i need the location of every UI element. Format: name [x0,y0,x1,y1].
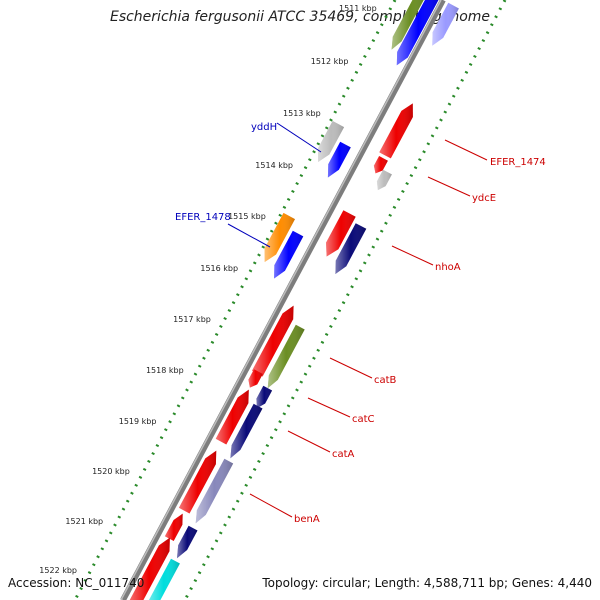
tick-label: 1521 kbp [65,517,103,526]
gene-arrow-shade [318,120,345,162]
gene-arrow-shade [335,223,367,274]
tick-label: 1511 kbp [339,4,377,13]
gene-label[interactable]: EFER_1474 [490,157,546,168]
gene-arrow-shade [391,0,424,50]
accession-text: Accession: NC_011740 [8,576,145,590]
gene-arrow-shade [264,212,295,262]
gene-arrow-shade [195,458,234,524]
tick-label: 1520 kbp [92,467,130,476]
gene-arrow-shade [252,305,294,377]
gene-arrow-shade [432,2,459,46]
tick-label: 1517 kbp [173,315,211,324]
genome-backbone-highlight [120,0,442,600]
topology-text: Topology: circular; Length: 4,588,711 bp… [262,576,592,590]
tick-label: 1519 kbp [119,417,157,426]
gene-label-leader [249,493,293,518]
gene-arrow-shade [376,169,392,191]
gene-arrow-shade [396,0,439,66]
gene-label[interactable]: catB [374,375,397,386]
gene-arrow-shade [274,230,304,279]
gene-label-leader [227,223,271,248]
gene-label[interactable]: EFER_1478 [175,212,231,223]
gene-arrow-shade [129,537,170,600]
gene-arrow-shade [179,450,217,514]
tick-marks: 1511 kbp 1512 kbp 1513 kbp 1514 kbp 1515 kbp… [39,4,376,575]
outer-tick-ring [183,0,507,600]
gene-label-leader [427,176,471,197]
genome-backbone [120,0,446,600]
tick-label: 1514 kbp [255,161,293,170]
tick-label: 1522 kbp [39,566,77,575]
tick-label: 1518 kbp [146,366,184,375]
gene-label-leader [287,430,331,453]
gene-label[interactable]: yddH [251,122,277,133]
gene-label[interactable]: catC [352,414,375,425]
gene-arrow-shade [230,403,263,459]
gene-label[interactable]: catA [332,449,355,460]
tick-label: 1516 kbp [200,264,238,273]
gene-arrow-shade [379,103,413,159]
gene-label-leader [329,357,373,379]
gene-arrow-shade [326,210,356,257]
tick-label: 1515 kbp [228,212,266,221]
gene-features [129,0,459,600]
gene-arrow-shade [215,389,249,445]
gene-label-leader [307,397,351,418]
gene-label[interactable]: nhoA [435,262,461,273]
gene-labels: yddH EFER_1478 EFER_1474 ydcE nhoA catB catC ca… [175,122,546,525]
gene-label[interactable]: benA [294,514,320,525]
gene-arrow-shade [327,141,351,178]
gene-arrow-shade [256,385,273,409]
gene-arrow-shade [149,558,180,600]
tick-label: 1512 kbp [311,57,349,66]
gene-arrow-shade [177,525,198,559]
tick-label: 1513 kbp [283,109,321,118]
gene-arrow-shade [267,324,305,389]
gene-arrow-shade [164,513,183,541]
gene-label-leader [391,245,434,266]
gene-label-leader [276,122,322,153]
inner-tick-ring [73,0,397,600]
gene-label-leader [444,139,488,161]
genome-title: Escherichia fergusonii ATCC 35469, compl… [109,9,491,25]
gene-label[interactable]: ydcE [472,193,496,204]
gene-arrow-shade [248,369,263,388]
gene-arrow-shade [373,156,388,174]
